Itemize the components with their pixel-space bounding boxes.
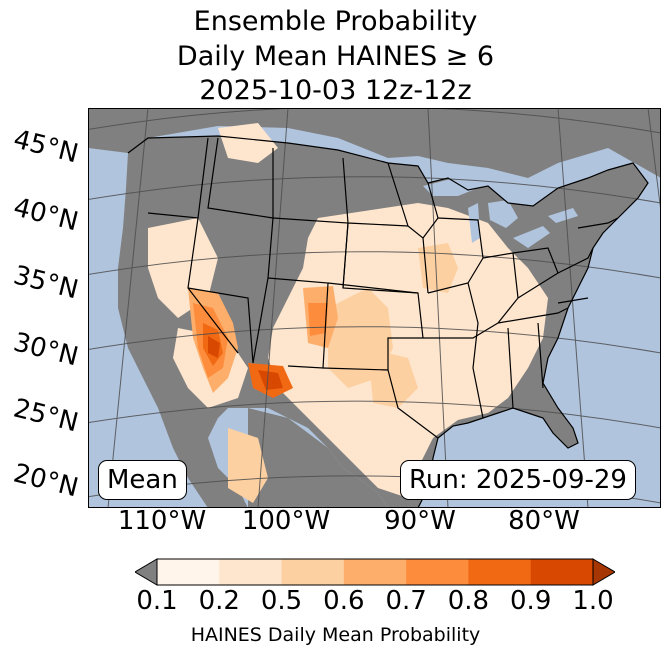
lon-label-90w: 90°W [384, 506, 456, 536]
lon-label-80w: 80°W [508, 506, 580, 536]
lat-label-20: 20°N [10, 458, 82, 504]
colorbar-segment [343, 559, 407, 585]
colorbar-tick-label: 0.8 [447, 586, 490, 616]
lat-label-25: 25°N [10, 393, 82, 439]
colorbar-segment [406, 559, 469, 585]
colorbar-tick-label: 1.0 [572, 586, 614, 616]
lat-label-40: 40°N [10, 192, 82, 238]
colorbar-tick-label: 0.7 [385, 586, 427, 616]
lon-label-100w: 100°W [241, 506, 331, 536]
probability-map [88, 108, 661, 508]
lon-label-110w: 110°W [117, 506, 207, 536]
mexico-land [248, 408, 388, 508]
title-line-2: Daily Mean HAINES ≥ 6 [176, 41, 495, 72]
colorbar-over-arrow [592, 558, 615, 586]
colorbar-segment [157, 559, 220, 585]
lat-label-30: 30°N [10, 327, 82, 373]
colorbar-tick-label: 0.2 [198, 586, 240, 616]
colorbar-under-arrow [135, 558, 158, 586]
lat-label-35: 35°N [10, 260, 82, 306]
colorbar-segment [219, 559, 283, 585]
colorbar-label: HAINES Daily Mean Probability [190, 624, 481, 646]
colorbar-segment [530, 559, 594, 585]
run-label-box: Run: 2025-09-29 [400, 460, 636, 500]
title-line-3: 2025-10-03 12z-12z [199, 75, 472, 106]
state-borders [127, 135, 649, 508]
title-line-1: Ensemble Probability [193, 6, 478, 37]
colorbar-tick-label: 0.1 [136, 586, 178, 616]
great-lakes [423, 176, 578, 248]
lat-label-45: 45°N [10, 124, 82, 170]
colorbar-tick-label: 0.6 [323, 586, 365, 616]
colorbar-segment [468, 559, 532, 585]
mean-label-box: Mean [98, 460, 187, 500]
colorbar-tick-label: 0.5 [260, 586, 303, 616]
canada-land [88, 108, 661, 178]
colorbar-tick-label: 0.9 [510, 586, 552, 616]
probability-shading [148, 123, 548, 503]
colorbar-segment [281, 559, 345, 585]
colorbar [135, 558, 615, 586]
